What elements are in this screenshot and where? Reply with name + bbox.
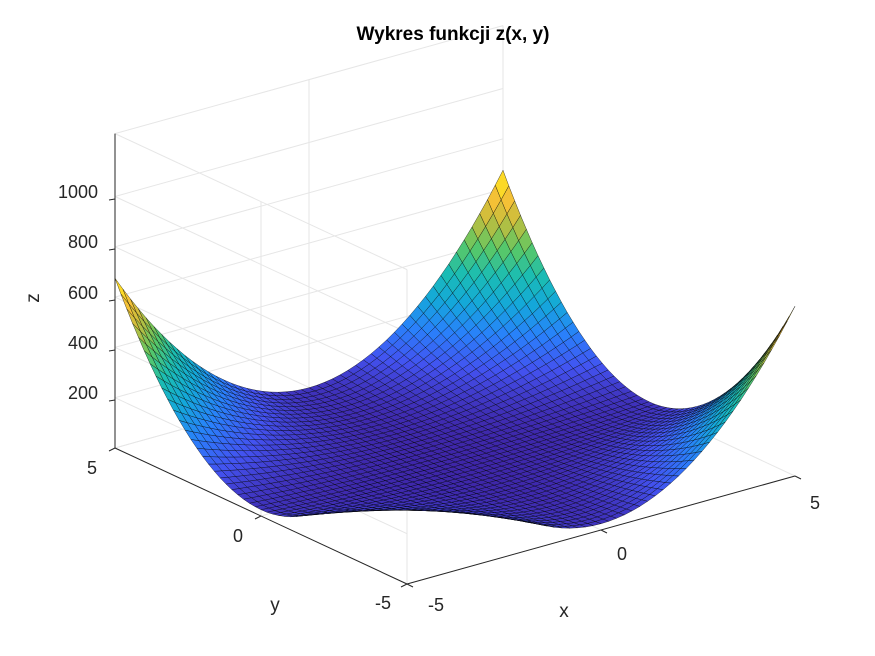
- z-tick-mark-1000: [108, 198, 116, 201]
- x-tick-label-0: 0: [617, 544, 627, 564]
- z-axis-label: z: [23, 293, 44, 303]
- y-tick-mark-0: [254, 515, 262, 520]
- z-axis-ticks: 200 400 600 800 1000: [58, 182, 116, 403]
- x-tick-label-neg5: -5: [428, 595, 444, 615]
- z-tick-label-400: 400: [68, 333, 98, 353]
- surface: [114, 170, 796, 529]
- y-tick-label-neg5: -5: [375, 593, 391, 613]
- chart-title: Wykres funkcji z(x, y): [357, 24, 550, 45]
- surface-patch-0-49: [114, 278, 129, 304]
- z-tick-label-1000: 1000: [58, 182, 98, 202]
- y-axis-ticks: 5 0 -5: [87, 447, 408, 613]
- x-axis-label: x: [559, 601, 569, 622]
- z-tick-mark-600: [108, 299, 116, 302]
- z-tick-label-200: 200: [68, 383, 98, 403]
- z-tick-mark-400: [108, 349, 116, 352]
- x-tick-mark-neg5: [406, 583, 414, 588]
- x-tick-mark-0: [600, 529, 608, 534]
- x-axis-ticks: -5 0 5: [406, 475, 820, 615]
- y-tick-mark-neg5: [400, 583, 408, 588]
- y-axis-label: y: [270, 595, 280, 616]
- y-tick-label-0: 0: [233, 526, 243, 546]
- z-tick-label-800: 800: [68, 232, 98, 252]
- z-tick-mark-200: [108, 399, 116, 402]
- x-tick-mark-5: [794, 475, 802, 480]
- z-tick-label-600: 600: [68, 283, 98, 303]
- y-tick-label-5: 5: [87, 458, 97, 478]
- z-tick-mark-800: [108, 248, 116, 251]
- x-tick-label-5: 5: [810, 493, 820, 513]
- y-tick-mark-5: [108, 447, 116, 452]
